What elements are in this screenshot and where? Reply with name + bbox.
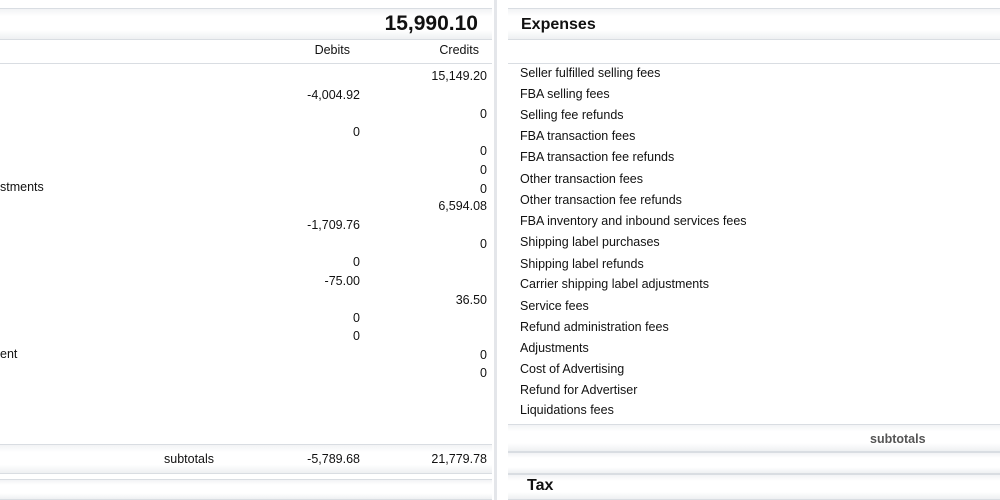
income-header-band	[0, 8, 492, 40]
expense-item: FBA inventory and inbound services fees	[520, 214, 747, 228]
panel-divider	[494, 0, 497, 500]
expense-item: Refund administration fees	[520, 320, 669, 334]
expense-item: Other transaction fees	[520, 172, 643, 186]
debit-value: -1,709.76	[307, 218, 360, 232]
credit-value: 0	[480, 237, 487, 251]
expense-item: Carrier shipping label adjustments	[520, 277, 709, 291]
income-subtotals-label: subtotals	[164, 452, 215, 466]
debit-value: -4,004.92	[307, 88, 360, 102]
expense-item: Service fees	[520, 299, 589, 313]
expense-item: Cost of Advertising	[520, 362, 625, 376]
debit-value: 0	[353, 125, 360, 139]
expense-item: FBA transaction fees	[520, 129, 636, 143]
income-row-label: stments	[0, 180, 44, 194]
credits-column-header: Credits	[439, 43, 479, 57]
expenses-subheader-band	[508, 40, 1000, 64]
column-header-band	[0, 40, 492, 64]
credit-value: 36.50	[455, 293, 487, 307]
debit-value: 0	[353, 329, 360, 343]
debit-value: 0	[353, 255, 360, 269]
expenses-subtotals-label: subtotals	[870, 432, 926, 446]
expenses-spacer-band	[508, 452, 1000, 474]
expense-item: Adjustments	[520, 341, 589, 355]
debit-value: -75.00	[324, 274, 360, 288]
debits-column-header: Debits	[314, 43, 350, 57]
expense-item: Refund for Advertiser	[520, 383, 638, 397]
income-subtotals-band	[0, 444, 492, 474]
income-total: 15,990.10	[384, 12, 478, 35]
expenses-header-band	[508, 8, 1000, 40]
subtotal-credits: 21,779.78	[431, 452, 487, 466]
expenses-title: Expenses	[521, 16, 596, 33]
expense-item: Seller fulfilled selling fees	[520, 66, 661, 80]
income-row-label: ent	[0, 347, 18, 361]
expense-item: Selling fee refunds	[520, 108, 624, 122]
subtotal-debits: -5,789.68	[307, 452, 360, 466]
expense-item: FBA transaction fee refunds	[520, 150, 675, 164]
expense-item: Liquidations fees	[520, 403, 614, 417]
expense-item: Shipping label refunds	[520, 257, 644, 271]
debit-value: 0	[353, 311, 360, 325]
credit-value: 0	[480, 348, 487, 362]
expenses-subtotals-band	[508, 424, 1000, 452]
credit-value: 0	[480, 182, 487, 196]
credit-value: 0	[480, 107, 487, 121]
credit-value: 15,149.20	[431, 69, 487, 83]
tax-title: Tax	[527, 477, 554, 494]
credit-value: 6,594.08	[438, 199, 487, 213]
tax-header-band	[508, 474, 1000, 500]
credit-value: 0	[480, 144, 487, 158]
income-bottom-band	[0, 479, 492, 500]
credit-value: 0	[480, 163, 487, 177]
expense-item: Other transaction fee refunds	[520, 193, 682, 207]
expense-item: FBA selling fees	[520, 87, 610, 101]
credit-value: 0	[480, 366, 487, 380]
expense-item: Shipping label purchases	[520, 235, 660, 249]
